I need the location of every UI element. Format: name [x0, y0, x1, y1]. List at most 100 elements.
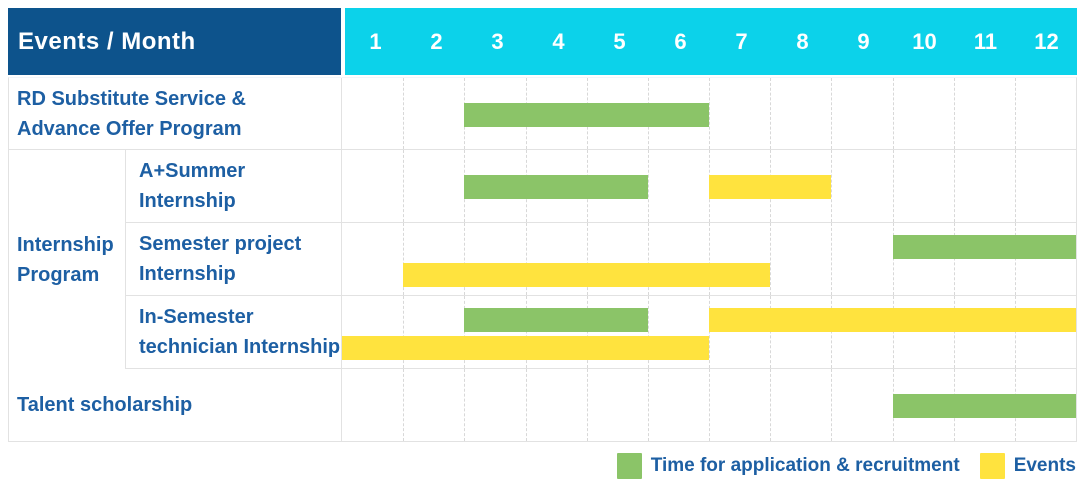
month-gridline	[892, 296, 894, 368]
month-gridline	[403, 296, 405, 368]
row-label-talent-scholarship: Talent scholarship	[9, 369, 341, 441]
row-label-line: Program	[17, 263, 100, 286]
row-label-line: Internship	[139, 190, 236, 212]
month-gridline	[464, 223, 466, 295]
row-label-line: In-Semester	[139, 306, 254, 328]
month-gridline	[953, 78, 955, 149]
month-gridline	[525, 296, 527, 368]
table-header-row: Events / Month 1 2 3 4 5 6 7 8 9 10 11 12	[8, 8, 1077, 75]
month-header-8: 8	[796, 28, 809, 54]
month-gridline	[770, 78, 772, 149]
month-gridline	[1014, 78, 1016, 149]
row-rd-substitute-advance-offer: RD Substitute Service & Advance Offer Pro…	[9, 78, 1076, 150]
month-header-5: 5	[613, 28, 626, 54]
semester-project-internship-chart-cell	[341, 223, 1076, 295]
semester-project-internship-bar-events	[403, 263, 771, 287]
events-month-gantt-table: Events / Month 1 2 3 4 5 6 7 8 9 10 11 12 RD Substi…	[8, 8, 1077, 442]
month-gridline	[953, 296, 955, 368]
month-gridline	[464, 369, 466, 441]
month-header-10: 10	[912, 28, 937, 54]
row-label-line: technician Internship	[139, 336, 341, 358]
row-talent-scholarship: Talent scholarship	[9, 369, 1076, 441]
talent-scholarship-chart-cell	[341, 369, 1076, 441]
month-gridline	[709, 223, 710, 295]
month-gridline	[892, 78, 894, 149]
row-label-rd-substitute-advance-offer: RD Substitute Service & Advance Offer Pro…	[9, 78, 341, 149]
month-gridline	[403, 223, 405, 295]
month-gridline	[831, 296, 833, 368]
month-header-12: 12	[1034, 28, 1059, 54]
legend-label-events: Events	[1013, 455, 1076, 476]
month-gridline	[709, 369, 710, 441]
events-legend-swatch	[979, 453, 1005, 479]
in-semester-technician-internship-bar-events	[709, 308, 1076, 332]
a-plus-summer-internship-chart-cell	[341, 150, 1076, 222]
legend: Time for application & recruitment Events	[616, 453, 1076, 479]
group-label-internship-program: Internship Program	[9, 150, 125, 369]
row-label-line: RD Substitute Service &	[17, 87, 246, 110]
a-plus-summer-internship-bar-application	[464, 175, 648, 199]
gantt-body: RD Substitute Service & Advance Offer Pro…	[8, 77, 1077, 442]
month-gridline	[647, 369, 649, 441]
month-gridline	[1014, 223, 1016, 295]
row-label-in-semester-technician-internship: In-Semester technician Internship	[125, 296, 341, 368]
month-header-7: 7	[735, 28, 748, 54]
month-gridline	[770, 296, 772, 368]
month-gridline	[770, 369, 772, 441]
legend-item-events: Events	[979, 453, 1076, 479]
month-header-3: 3	[491, 28, 504, 54]
table-title: Events / Month	[18, 27, 196, 55]
row-label-a-plus-summer-internship: A+Summer Internship	[125, 150, 341, 222]
month-header-4: 4	[552, 28, 565, 54]
month-header-strip: 1 2 3 4 5 6 7 8 9 10 11 12	[341, 8, 1077, 75]
in-semester-technician-internship-bar-events	[342, 336, 709, 360]
row-label-line: A+Summer	[139, 160, 246, 182]
talent-scholarship-bar-application	[892, 394, 1076, 418]
month-gridline	[525, 369, 527, 441]
month-header-1: 1	[369, 28, 382, 54]
month-gridline	[892, 223, 894, 295]
row-label-line: Internship	[17, 233, 114, 256]
in-semester-technician-internship-bar-application	[464, 308, 648, 332]
row-label-line: Semester project	[139, 233, 302, 255]
row-a-plus-summer-internship: A+Summer Internship	[125, 150, 1076, 223]
events-month-header-cell: Events / Month	[8, 8, 341, 75]
month-header-2: 2	[430, 28, 443, 54]
semester-project-internship-bar-application	[892, 235, 1076, 259]
a-plus-summer-internship-bar-events	[709, 175, 832, 199]
group-internship-program: Internship Program A+Summer Internship Semes…	[9, 150, 1076, 369]
month-gridline	[647, 150, 649, 222]
month-gridline	[586, 369, 588, 441]
month-gridline	[586, 223, 588, 295]
month-header-11: 11	[973, 28, 998, 54]
month-gridline	[709, 78, 710, 149]
month-gridline	[831, 223, 833, 295]
row-label-line: Advance Offer Program	[17, 117, 242, 140]
month-gridline	[403, 369, 405, 441]
month-gridline	[953, 150, 955, 222]
month-gridline	[953, 223, 955, 295]
month-gridline	[586, 296, 588, 368]
month-header-9: 9	[857, 28, 870, 54]
month-gridline	[647, 296, 649, 368]
row-in-semester-technician-internship: In-Semester technician Internship	[125, 296, 1076, 369]
month-gridline	[403, 78, 405, 149]
row-label-line: Talent scholarship	[17, 394, 193, 416]
month-gridline	[464, 296, 466, 368]
month-gridline	[403, 150, 405, 222]
in-semester-technician-internship-chart-cell	[341, 296, 1076, 368]
internship-program-sub-rows: A+Summer Internship Semester project Intern…	[125, 150, 1076, 369]
month-header-6: 6	[674, 28, 687, 54]
month-gridline	[770, 223, 772, 295]
month-gridline	[831, 150, 833, 222]
month-gridline	[1014, 296, 1016, 368]
row-label-line: Internship	[139, 263, 236, 285]
month-gridline	[831, 369, 833, 441]
month-gridline	[1014, 150, 1016, 222]
rd-substitute-advance-offer-chart-cell	[341, 78, 1076, 149]
legend-item-application: Time for application & recruitment	[616, 453, 960, 479]
month-gridline	[709, 296, 710, 368]
rd-substitute-advance-offer-bar-application	[464, 102, 709, 127]
row-semester-project-internship: Semester project Internship	[125, 223, 1076, 296]
